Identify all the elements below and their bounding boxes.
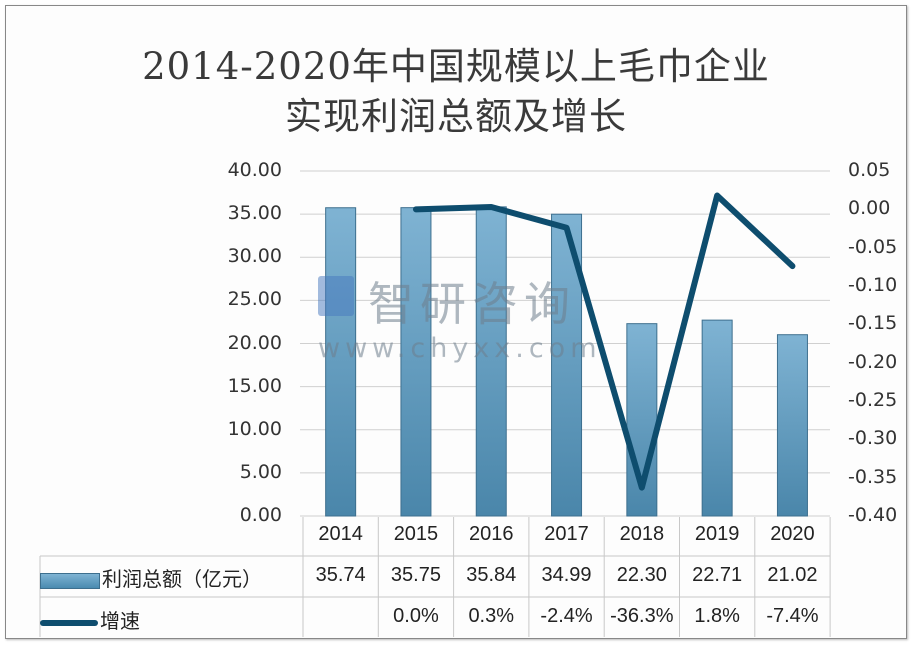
right-axis-tick: -0.10 (848, 274, 898, 296)
right-axis-tick: 0.05 (848, 159, 891, 181)
left-axis-tick: 30.00 (227, 245, 282, 268)
right-axis-tick: -0.05 (848, 235, 898, 258)
table-year-cell: 2017 (544, 523, 589, 545)
table-growth-cell: -7.4% (766, 605, 819, 627)
bar-swatch-icon (40, 572, 100, 589)
table-profit-cell: 22.30 (616, 564, 667, 586)
watermark-name: 智研咨询 (368, 277, 576, 331)
chart-frame (5, 5, 907, 639)
bar-2016 (475, 206, 507, 517)
right-axis-tick: -0.40 (848, 504, 898, 526)
left-axis-tick: 35.00 (227, 202, 282, 225)
chart-title-line1: 2014-2020年中国规模以上毛巾企业 (142, 45, 770, 88)
left-axis-tick: 40.00 (227, 159, 282, 181)
table-growth-cell: 0.0% (393, 605, 439, 627)
left-axis-tick: 5.00 (239, 460, 282, 483)
left-axis-tick: 10.00 (227, 417, 282, 440)
table-year-cell: 2020 (770, 523, 815, 545)
right-axis-tick: -0.25 (848, 389, 898, 411)
bar-2014 (325, 207, 357, 517)
table-year-cell: 2016 (468, 523, 514, 545)
table-profit-cell: 35.84 (466, 564, 517, 586)
table-profit-cell: 35.75 (390, 564, 441, 586)
table-profit-cell: 21.02 (767, 564, 818, 586)
legend-profit-label: 利润总额（亿元） (102, 567, 262, 591)
right-axis-tick: -0.35 (848, 465, 898, 488)
right-axis-tick: 0.00 (848, 197, 891, 220)
bar-2018 (626, 323, 658, 517)
left-axis-tick: 15.00 (227, 374, 282, 397)
right-axis-tick: -0.30 (848, 427, 898, 450)
watermark-logo-icon (318, 276, 354, 316)
chart-title-line2: 实现利润总额及增长 (285, 95, 627, 138)
line-swatch-icon (40, 619, 98, 626)
growth-line (412, 192, 796, 491)
bar-2020 (776, 334, 808, 517)
bar-series (325, 206, 808, 517)
bar-2019 (701, 319, 733, 517)
table-profit-cell: 22.71 (692, 564, 743, 586)
table-profit-cell: 35.74 (315, 564, 366, 586)
data-table-lines (39, 517, 831, 637)
table-growth-cell: -2.4% (540, 605, 593, 627)
left-axis-tick: 20.00 (227, 331, 282, 354)
legend-growth-label: 增速 (100, 609, 140, 633)
watermark-url: www.chyxx.com (318, 333, 602, 364)
table-year-cell: 2019 (694, 523, 740, 545)
table-growth-cell: -36.3% (610, 605, 674, 627)
left-axis-tick: 0.00 (239, 504, 282, 526)
bar-2015 (400, 207, 432, 517)
table-year-cell: 2014 (318, 523, 363, 545)
table-year-cell: 2018 (619, 523, 665, 545)
legend-profit: 利润总额（亿元） (40, 563, 262, 592)
right-axis-tick: -0.20 (848, 350, 898, 373)
legend-growth: 增速 (40, 605, 140, 634)
right-axis-tick: -0.15 (848, 312, 898, 335)
table-growth-cell: 1.8% (694, 605, 740, 627)
table-year-cell: 2015 (393, 523, 439, 545)
left-axis-tick: 25.00 (227, 288, 282, 311)
table-growth-cell: 0.3% (468, 605, 515, 627)
table-profit-cell: 34.99 (541, 564, 592, 586)
